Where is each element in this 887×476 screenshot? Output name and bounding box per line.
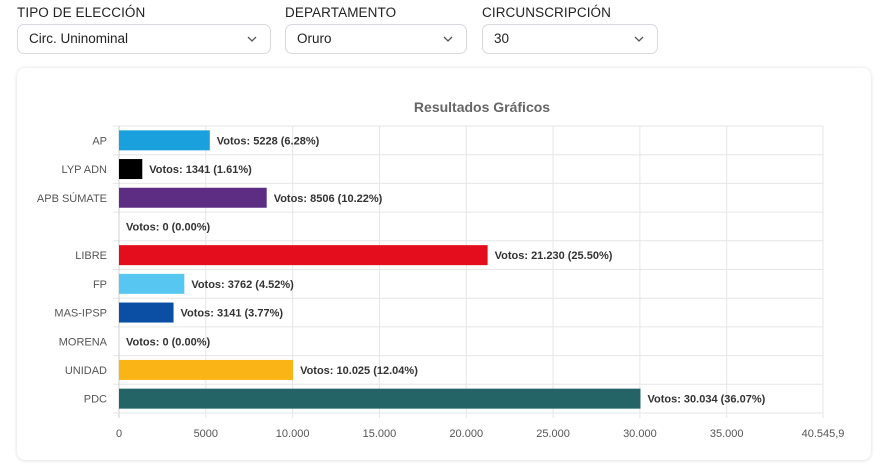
results-bar-chart: Resultados Gráficos 0 5000 10.000 15.000 20.0… xyxy=(37,99,845,440)
bar-data-label: Votos: 10.025 (12.04%) xyxy=(300,365,418,377)
bar-data-label: Votos: 3141 (3.77%) xyxy=(181,308,284,320)
bar xyxy=(119,245,488,266)
bar xyxy=(119,187,267,208)
bar-data-label: Votos: 1341 (1.61%) xyxy=(149,164,252,176)
bar-data-label: Votos: 30.034 (36.07%) xyxy=(647,394,765,406)
bar xyxy=(119,302,174,323)
bar xyxy=(119,388,641,409)
category-label: MORENA xyxy=(59,336,108,348)
filter-departamento: DEPARTAMENTO xyxy=(285,4,396,22)
chevron-down-icon xyxy=(634,36,644,42)
category-label: APB SÚMATE xyxy=(37,192,107,205)
departamento-value: Oruro xyxy=(297,31,332,46)
category-label: MAS-IPSP xyxy=(54,308,107,320)
filter-circunscripcion: CIRCUNSCRIPCIÓN xyxy=(482,4,611,22)
category-label: FP xyxy=(93,279,107,291)
bar-data-label: Votos: 0 (0.00%) xyxy=(126,336,210,348)
x-tick-label: 15.000 xyxy=(363,428,397,440)
x-tick-label: 40.545,9 xyxy=(802,428,845,440)
category-label: AP xyxy=(92,135,107,147)
chevron-down-icon xyxy=(443,36,453,42)
filter-departamento-label: DEPARTAMENTO xyxy=(285,5,397,20)
bar-data-label: Votos: 8506 (10.22%) xyxy=(274,193,383,205)
category-label: PDC xyxy=(84,394,107,406)
bar xyxy=(119,159,143,180)
bar xyxy=(119,130,210,151)
category-label: UNIDAD xyxy=(65,365,107,377)
bar xyxy=(119,273,185,294)
bar xyxy=(119,359,294,380)
x-tick-label: 0 xyxy=(116,428,122,440)
x-tick-label: 25.000 xyxy=(536,428,570,440)
chart-title: Resultados Gráficos xyxy=(414,99,550,115)
circunscripcion-value: 30 xyxy=(494,31,510,46)
x-tick-label: 35.000 xyxy=(710,428,744,440)
results-chart-card: Resultados Gráficos 0 5000 10.000 15.000 20.0… xyxy=(17,68,871,460)
tipo-eleccion-select[interactable]: Circ. Uninominal xyxy=(17,24,271,54)
category-label: LYP ADN xyxy=(62,164,108,176)
bar-data-label: Votos: 21.230 (25.50%) xyxy=(495,250,613,262)
x-tick-label: 5000 xyxy=(194,428,218,440)
filter-circunscripcion-label: CIRCUNSCRIPCIÓN xyxy=(482,5,612,20)
bar-data-label: Votos: 0 (0.00%) xyxy=(126,221,210,233)
circunscripcion-select[interactable]: 30 xyxy=(482,24,658,54)
filter-tipo-eleccion-label: TIPO DE ELECCIÓN xyxy=(17,5,146,20)
departamento-select[interactable]: Oruro xyxy=(285,24,467,54)
tipo-eleccion-value: Circ. Uninominal xyxy=(29,31,129,46)
x-tick-label: 20.000 xyxy=(449,428,483,440)
bar-data-label: Votos: 3762 (4.52%) xyxy=(191,279,294,291)
chevron-down-icon xyxy=(247,36,257,42)
filter-bar: TIPO DE ELECCIÓN Circ. Uninominal DEPART… xyxy=(0,0,887,60)
x-tick-label: 10.000 xyxy=(276,428,310,440)
x-tick-label: 30.000 xyxy=(623,428,657,440)
filter-tipo-eleccion: TIPO DE ELECCIÓN xyxy=(17,4,145,22)
category-label: LIBRE xyxy=(75,250,107,262)
bar-data-label: Votos: 5228 (6.28%) xyxy=(217,135,320,147)
